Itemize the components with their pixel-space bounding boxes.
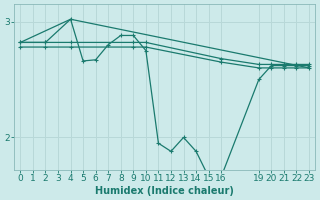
X-axis label: Humidex (Indice chaleur): Humidex (Indice chaleur) bbox=[95, 186, 234, 196]
